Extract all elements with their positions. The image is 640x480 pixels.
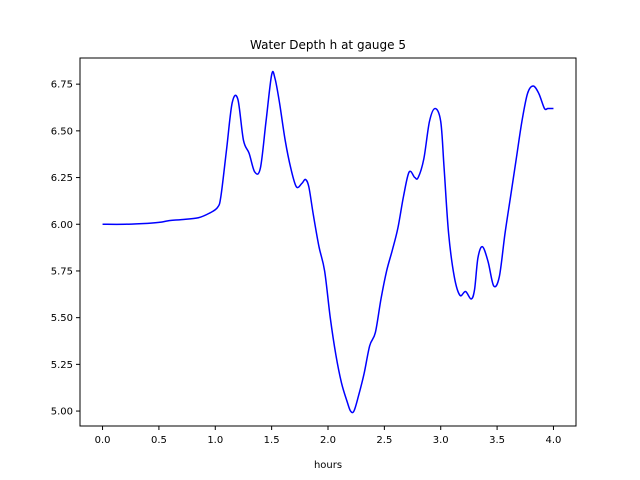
- y-tick-label: 5.25: [51, 360, 73, 371]
- y-tick-label: 5.75: [51, 266, 73, 277]
- y-tick-label: 6.50: [51, 126, 73, 137]
- y-tick-label: 5.50: [51, 313, 73, 324]
- x-tick-label: 4.0: [546, 435, 562, 446]
- y-tick-label: 5.00: [51, 407, 73, 418]
- chart-title: Water Depth h at gauge 5: [250, 38, 406, 52]
- series-line-0: [102, 70, 554, 414]
- x-tick-label: 0.5: [151, 435, 167, 446]
- y-tick-label: 6.25: [51, 173, 73, 184]
- x-tick-label: 1.5: [264, 435, 280, 446]
- x-tick-label: 0.0: [95, 435, 111, 446]
- x-axis-label: hours: [314, 460, 342, 471]
- y-tick-label: 6.00: [51, 220, 73, 231]
- y-axis: 5.00 5.25 5.50 5.75 6.00 6.25 6.50 6.75: [51, 80, 80, 418]
- x-tick-label: 3.5: [489, 435, 505, 446]
- x-tick-label: 3.0: [433, 435, 449, 446]
- x-tick-label: 2.0: [320, 435, 336, 446]
- y-tick-label: 6.75: [51, 80, 73, 91]
- x-axis: 0.0 0.5 1.0 1.5 2.0 2.5 3.0 3.5 4.0: [95, 426, 562, 446]
- x-tick-label: 1.0: [207, 435, 223, 446]
- x-tick-label: 2.5: [376, 435, 392, 446]
